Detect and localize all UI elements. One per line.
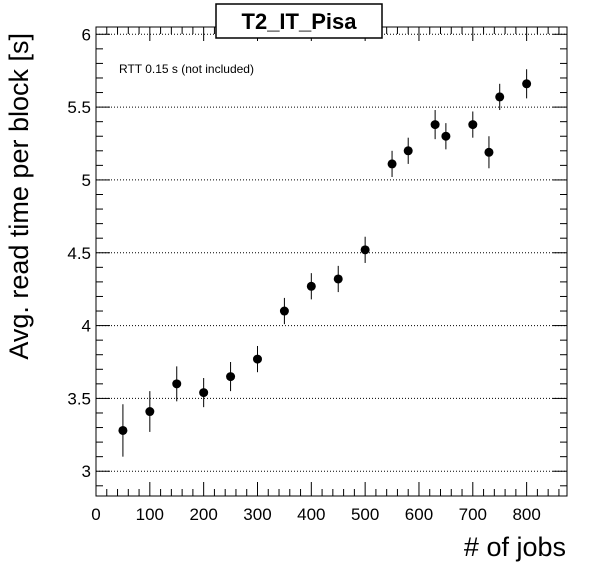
y-tick-label-0: 3 bbox=[82, 462, 91, 481]
data-point-4 bbox=[226, 372, 236, 382]
data-point-11 bbox=[403, 146, 413, 156]
x-tick-label-7: 700 bbox=[459, 505, 487, 524]
data-point-12 bbox=[430, 120, 440, 130]
x-tick-label-5: 500 bbox=[351, 505, 379, 524]
y-tick-label-5: 5.5 bbox=[67, 98, 91, 117]
data-point-8 bbox=[333, 274, 343, 284]
data-point-2 bbox=[172, 379, 182, 389]
title-box: T2_IT_Pisa bbox=[215, 3, 383, 39]
data-point-6 bbox=[279, 306, 289, 316]
data-point-14 bbox=[468, 120, 478, 130]
grid-lines bbox=[96, 33, 567, 472]
axis-ticks bbox=[95, 27, 567, 496]
x-tick-label-2: 200 bbox=[189, 505, 217, 524]
annotation: RTT 0.15 s (not included) bbox=[119, 62, 254, 76]
data-point-17 bbox=[522, 79, 532, 89]
x-tick-label-4: 400 bbox=[297, 505, 325, 524]
data-point-9 bbox=[360, 245, 370, 255]
y-tick-label-3: 4.5 bbox=[67, 244, 91, 263]
x-tick-label-6: 600 bbox=[405, 505, 433, 524]
y-tick-label-6: 6 bbox=[82, 25, 91, 44]
x-tick-label-3: 300 bbox=[243, 505, 271, 524]
y-tick-label-4: 5 bbox=[82, 171, 91, 190]
data-point-1 bbox=[145, 407, 155, 417]
y-tick-label-1: 3.5 bbox=[67, 389, 91, 408]
data-point-0 bbox=[118, 425, 128, 435]
data-point-10 bbox=[387, 159, 397, 169]
y-tick-labels: 3 3.5 4 4.5 5 5.5 6 bbox=[67, 25, 91, 481]
data-point-13 bbox=[441, 131, 451, 141]
y-axis-label: Avg. read time per block [s] bbox=[4, 33, 34, 360]
x-tick-labels: 0 100 200 300 400 500 600 700 800 bbox=[91, 505, 541, 524]
data-point-3 bbox=[199, 388, 209, 398]
x-axis-label: # of jobs bbox=[464, 532, 566, 562]
data-point-16 bbox=[495, 92, 505, 102]
data-points bbox=[118, 69, 532, 457]
data-point-7 bbox=[306, 281, 316, 291]
data-point-5 bbox=[252, 354, 262, 364]
x-tick-label-1: 100 bbox=[136, 505, 164, 524]
x-tick-label-8: 800 bbox=[512, 505, 540, 524]
data-point-15 bbox=[484, 147, 494, 157]
x-tick-label-0: 0 bbox=[91, 505, 100, 524]
y-tick-label-2: 4 bbox=[82, 317, 91, 336]
chart-title: T2_IT_Pisa bbox=[242, 9, 358, 34]
